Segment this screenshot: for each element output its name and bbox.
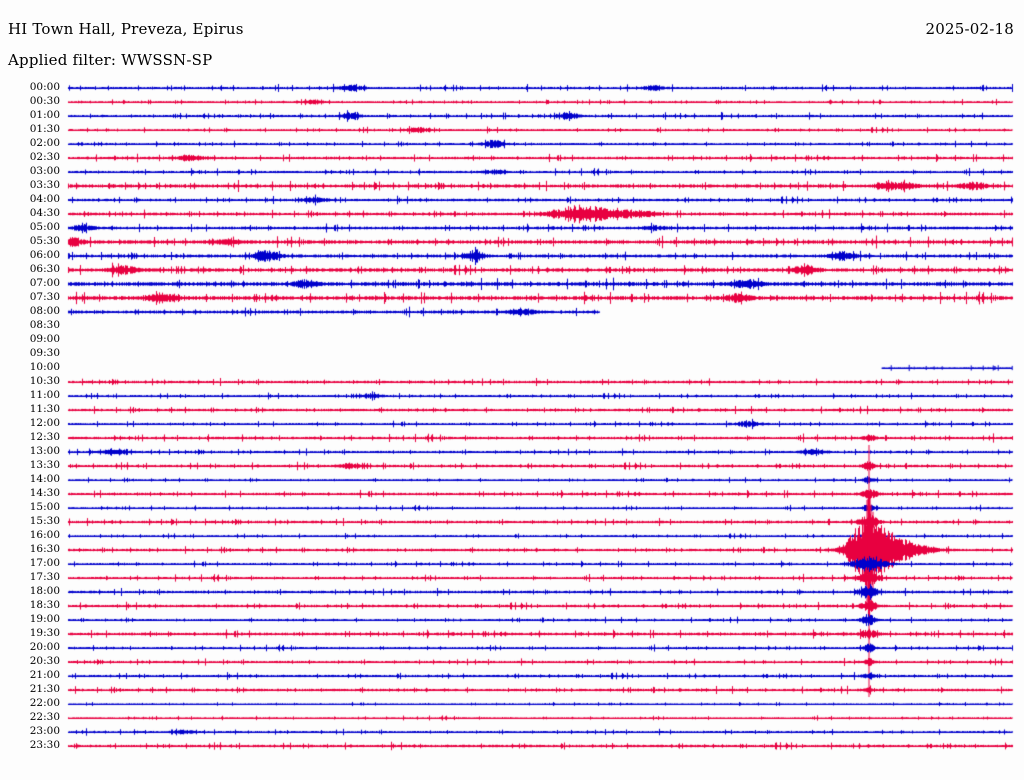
time-tick-15-30: 15:30 <box>29 515 60 527</box>
time-tick-21-00: 21:00 <box>29 669 60 681</box>
header-bar: HI Town Hall, Preveza, Epirus Applied fi… <box>0 0 1024 78</box>
time-tick-01-00: 01:00 <box>29 109 60 121</box>
time-tick-06-30: 06:30 <box>29 263 60 275</box>
time-tick-03-30: 03:30 <box>29 179 60 191</box>
time-tick-17-00: 17:00 <box>29 557 60 569</box>
time-tick-11-00: 11:00 <box>29 389 60 401</box>
time-tick-00-30: 00:30 <box>29 95 60 107</box>
time-tick-12-00: 12:00 <box>29 417 60 429</box>
time-tick-15-00: 15:00 <box>29 501 60 513</box>
time-tick-08-00: 08:00 <box>29 305 60 317</box>
applied-filter-label: Applied filter: WWSSN-SP <box>8 51 213 69</box>
time-tick-06-00: 06:00 <box>29 249 60 261</box>
time-tick-10-30: 10:30 <box>29 375 60 387</box>
time-tick-05-30: 05:30 <box>29 235 60 247</box>
time-tick-02-00: 02:00 <box>29 137 60 149</box>
time-tick-17-30: 17:30 <box>29 571 60 583</box>
time-tick-18-30: 18:30 <box>29 599 60 611</box>
time-tick-19-00: 19:00 <box>29 613 60 625</box>
time-tick-08-30: 08:30 <box>29 319 60 331</box>
time-tick-23-00: 23:00 <box>29 725 60 737</box>
time-tick-21-30: 21:30 <box>29 683 60 695</box>
time-tick-10-00: 10:00 <box>29 361 60 373</box>
time-tick-05-00: 05:00 <box>29 221 60 233</box>
time-tick-12-30: 12:30 <box>29 431 60 443</box>
time-tick-07-30: 07:30 <box>29 291 60 303</box>
time-tick-11-30: 11:30 <box>29 403 60 415</box>
time-tick-19-30: 19:30 <box>29 627 60 639</box>
time-tick-04-30: 04:30 <box>29 207 60 219</box>
time-tick-22-30: 22:30 <box>29 711 60 723</box>
time-tick-20-00: 20:00 <box>29 641 60 653</box>
time-tick-00-00: 00:00 <box>29 81 60 93</box>
time-tick-16-30: 16:30 <box>29 543 60 555</box>
helicorder-plot: HNZ − 20000 00:0000:3001:0001:3002:0002:… <box>0 78 1024 780</box>
time-tick-07-00: 07:00 <box>29 277 60 289</box>
time-tick-22-00: 22:00 <box>29 697 60 709</box>
time-tick-02-30: 02:30 <box>29 151 60 163</box>
record-date-label: 2025-02-18 <box>925 20 1014 38</box>
seismogram-traces <box>0 78 1024 780</box>
time-tick-13-00: 13:00 <box>29 445 60 457</box>
time-tick-13-30: 13:30 <box>29 459 60 471</box>
time-tick-01-30: 01:30 <box>29 123 60 135</box>
time-tick-09-30: 09:30 <box>29 347 60 359</box>
time-tick-16-00: 16:00 <box>29 529 60 541</box>
time-tick-23-30: 23:30 <box>29 739 60 751</box>
time-tick-14-00: 14:00 <box>29 473 60 485</box>
page-title: HI Town Hall, Preveza, Epirus <box>8 20 244 38</box>
time-tick-03-00: 03:00 <box>29 165 60 177</box>
time-tick-09-00: 09:00 <box>29 333 60 345</box>
time-tick-18-00: 18:00 <box>29 585 60 597</box>
time-tick-20-30: 20:30 <box>29 655 60 667</box>
time-tick-14-30: 14:30 <box>29 487 60 499</box>
time-tick-04-00: 04:00 <box>29 193 60 205</box>
